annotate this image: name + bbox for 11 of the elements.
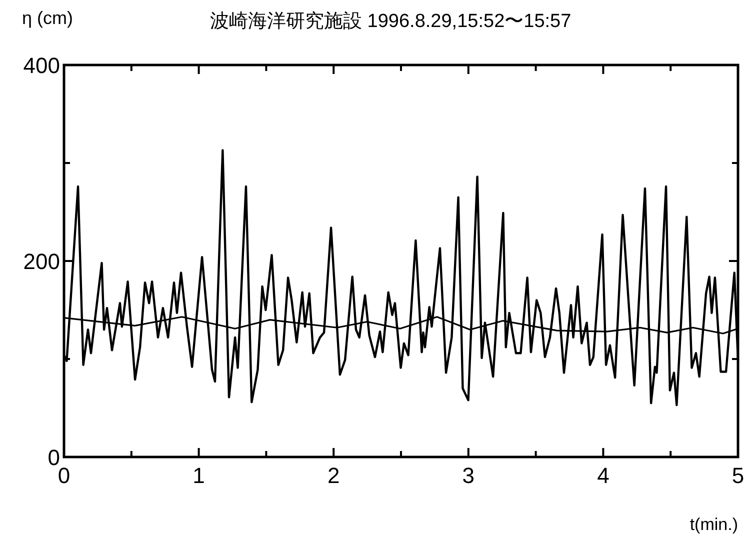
x-tick-label: 4 bbox=[597, 463, 610, 488]
x-tick-label: 5 bbox=[732, 463, 744, 488]
chart-title: 波崎海洋研究施設 1996.8.29,15:52〜15:57 bbox=[210, 10, 572, 32]
y-axis-title: η (cm) bbox=[22, 8, 73, 28]
y-tick-label: 200 bbox=[23, 249, 60, 274]
x-axis-title: t(min.) bbox=[690, 515, 738, 534]
x-tick-label: 1 bbox=[192, 463, 205, 488]
y-tick-label: 400 bbox=[23, 53, 60, 78]
x-tick-label: 3 bbox=[462, 463, 475, 488]
y-tick-label: 0 bbox=[48, 445, 60, 470]
x-tick-label: 2 bbox=[327, 463, 340, 488]
